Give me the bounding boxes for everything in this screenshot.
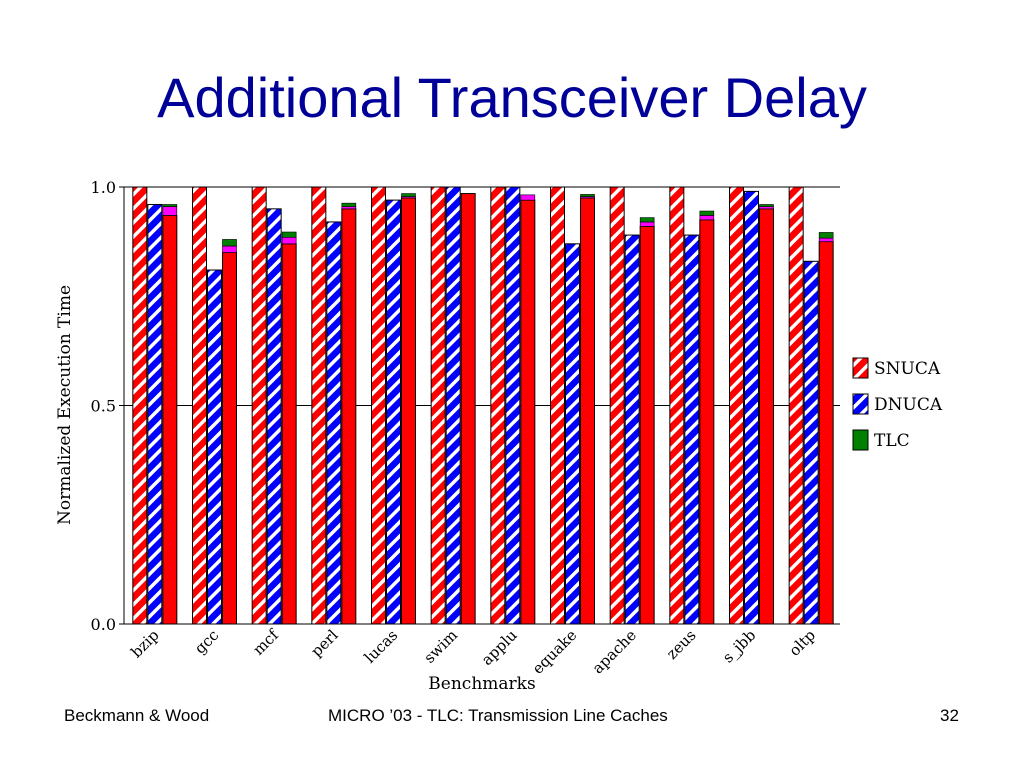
bar-tlc-base [341,208,357,625]
bar-chart: 0.0 0.5 1.0 bzip gcc mcf perl lucas swim applu eq… [55,178,943,694]
bar-snuca [729,186,744,625]
bar-dnuca [386,199,401,625]
legend-label: SNUCA [874,359,941,379]
bar-snuca [132,186,148,625]
x-tick-label: swim [420,626,461,667]
bar-tlc-delay [699,210,715,216]
legend-label: DNUCA [874,395,943,415]
bar-tlc-base [699,219,715,625]
bar-tlc-base [520,199,536,625]
axes [119,186,125,625]
x-tick-labels: bzip gcc mcf perl lucas swim applu equake apache… [127,625,819,678]
bar-tlc-base [162,214,178,625]
bar-tlc-transceiver [222,245,237,253]
bar-tlc-transceiver [699,215,715,221]
y-axis-label: Normalized Execution Time [55,285,75,525]
x-tick-label: mcf [249,625,283,659]
bar-snuca [669,186,685,625]
x-tick-label: perl [307,626,341,660]
bar-snuca [490,186,506,625]
bar-snuca [430,186,446,625]
x-tick-label: s_jbb [719,626,759,666]
x-tick-label: bzip [127,626,162,661]
bar-tlc-transceiver [639,221,655,227]
y-tick-label: 1.0 [91,178,116,197]
y-tick-label: 0.5 [91,397,116,416]
legend-label: TLC [874,431,910,451]
page-number: 32 [940,706,959,725]
x-tick-label: apache [589,626,640,677]
bar-tlc-delay [580,194,595,197]
gridlines [124,186,840,625]
footer-authors: Beckmann & Wood [64,706,210,725]
bar-dnuca [505,186,521,625]
bar-tlc-transceiver [520,194,536,201]
bar-tlc-delay [222,239,237,247]
footer-conference: MICRO ’03 - TLC: Transmission Line Cache… [328,706,668,725]
legend-swatch [852,357,869,379]
bar-tlc-base [759,208,774,625]
bar-tlc-delay [281,231,297,238]
bar-dnuca [744,190,759,625]
legend: SNUCA DNUCA TLC [852,357,943,451]
bar-tlc-base [281,243,297,625]
x-axis-label: Benchmarks [428,674,535,694]
bars [132,186,834,625]
bar-dnuca [624,234,640,625]
bar-dnuca [147,203,163,625]
bar-tlc-base [639,225,655,625]
bar-snuca [609,186,625,625]
bar-dnuca [684,234,700,625]
bar-dnuca [445,186,461,625]
bar-snuca [371,186,386,625]
bar-dnuca [266,208,282,625]
bar-snuca [550,186,565,625]
bar-tlc-base [580,197,595,625]
bar-snuca [788,186,804,625]
x-tick-label: applu [478,626,521,669]
x-tick-label: lucas [361,626,402,667]
bar-tlc-delay [759,204,774,207]
bar-tlc-transceiver [818,237,834,242]
x-tick-label: equake [529,626,581,678]
bar-tlc-transceiver [162,206,178,216]
bar-tlc-base [401,197,416,625]
y-tick-label: 0.0 [91,615,116,634]
bar-snuca [311,186,327,625]
bar-tlc-base [222,252,237,625]
x-tick-label: zeus [663,626,700,663]
bar-snuca [192,186,207,625]
bar-snuca [251,186,267,625]
bar-tlc-delay [162,204,178,207]
bar-tlc-transceiver [341,206,357,210]
bar-dnuca [565,243,580,625]
bar-tlc-delay [341,202,357,207]
y-tick-labels: 0.0 0.5 1.0 [91,178,116,634]
bar-tlc-base [818,241,834,625]
bar-tlc-transceiver [759,206,774,210]
x-tick-label: gcc [191,626,222,657]
bar-tlc-base [460,193,476,625]
x-tick-label: oltp [785,626,819,660]
bar-dnuca [803,260,819,625]
legend-swatch [852,429,869,451]
bar-tlc-delay [639,217,655,223]
bar-dnuca [207,269,222,625]
bar-tlc-delay [401,193,416,197]
bar-tlc-delay [818,232,834,239]
legend-swatch [852,393,869,415]
bar-tlc-transceiver [281,236,297,245]
bar-dnuca [326,221,342,625]
slide-title: Additional Transceiver Delay [157,66,867,129]
